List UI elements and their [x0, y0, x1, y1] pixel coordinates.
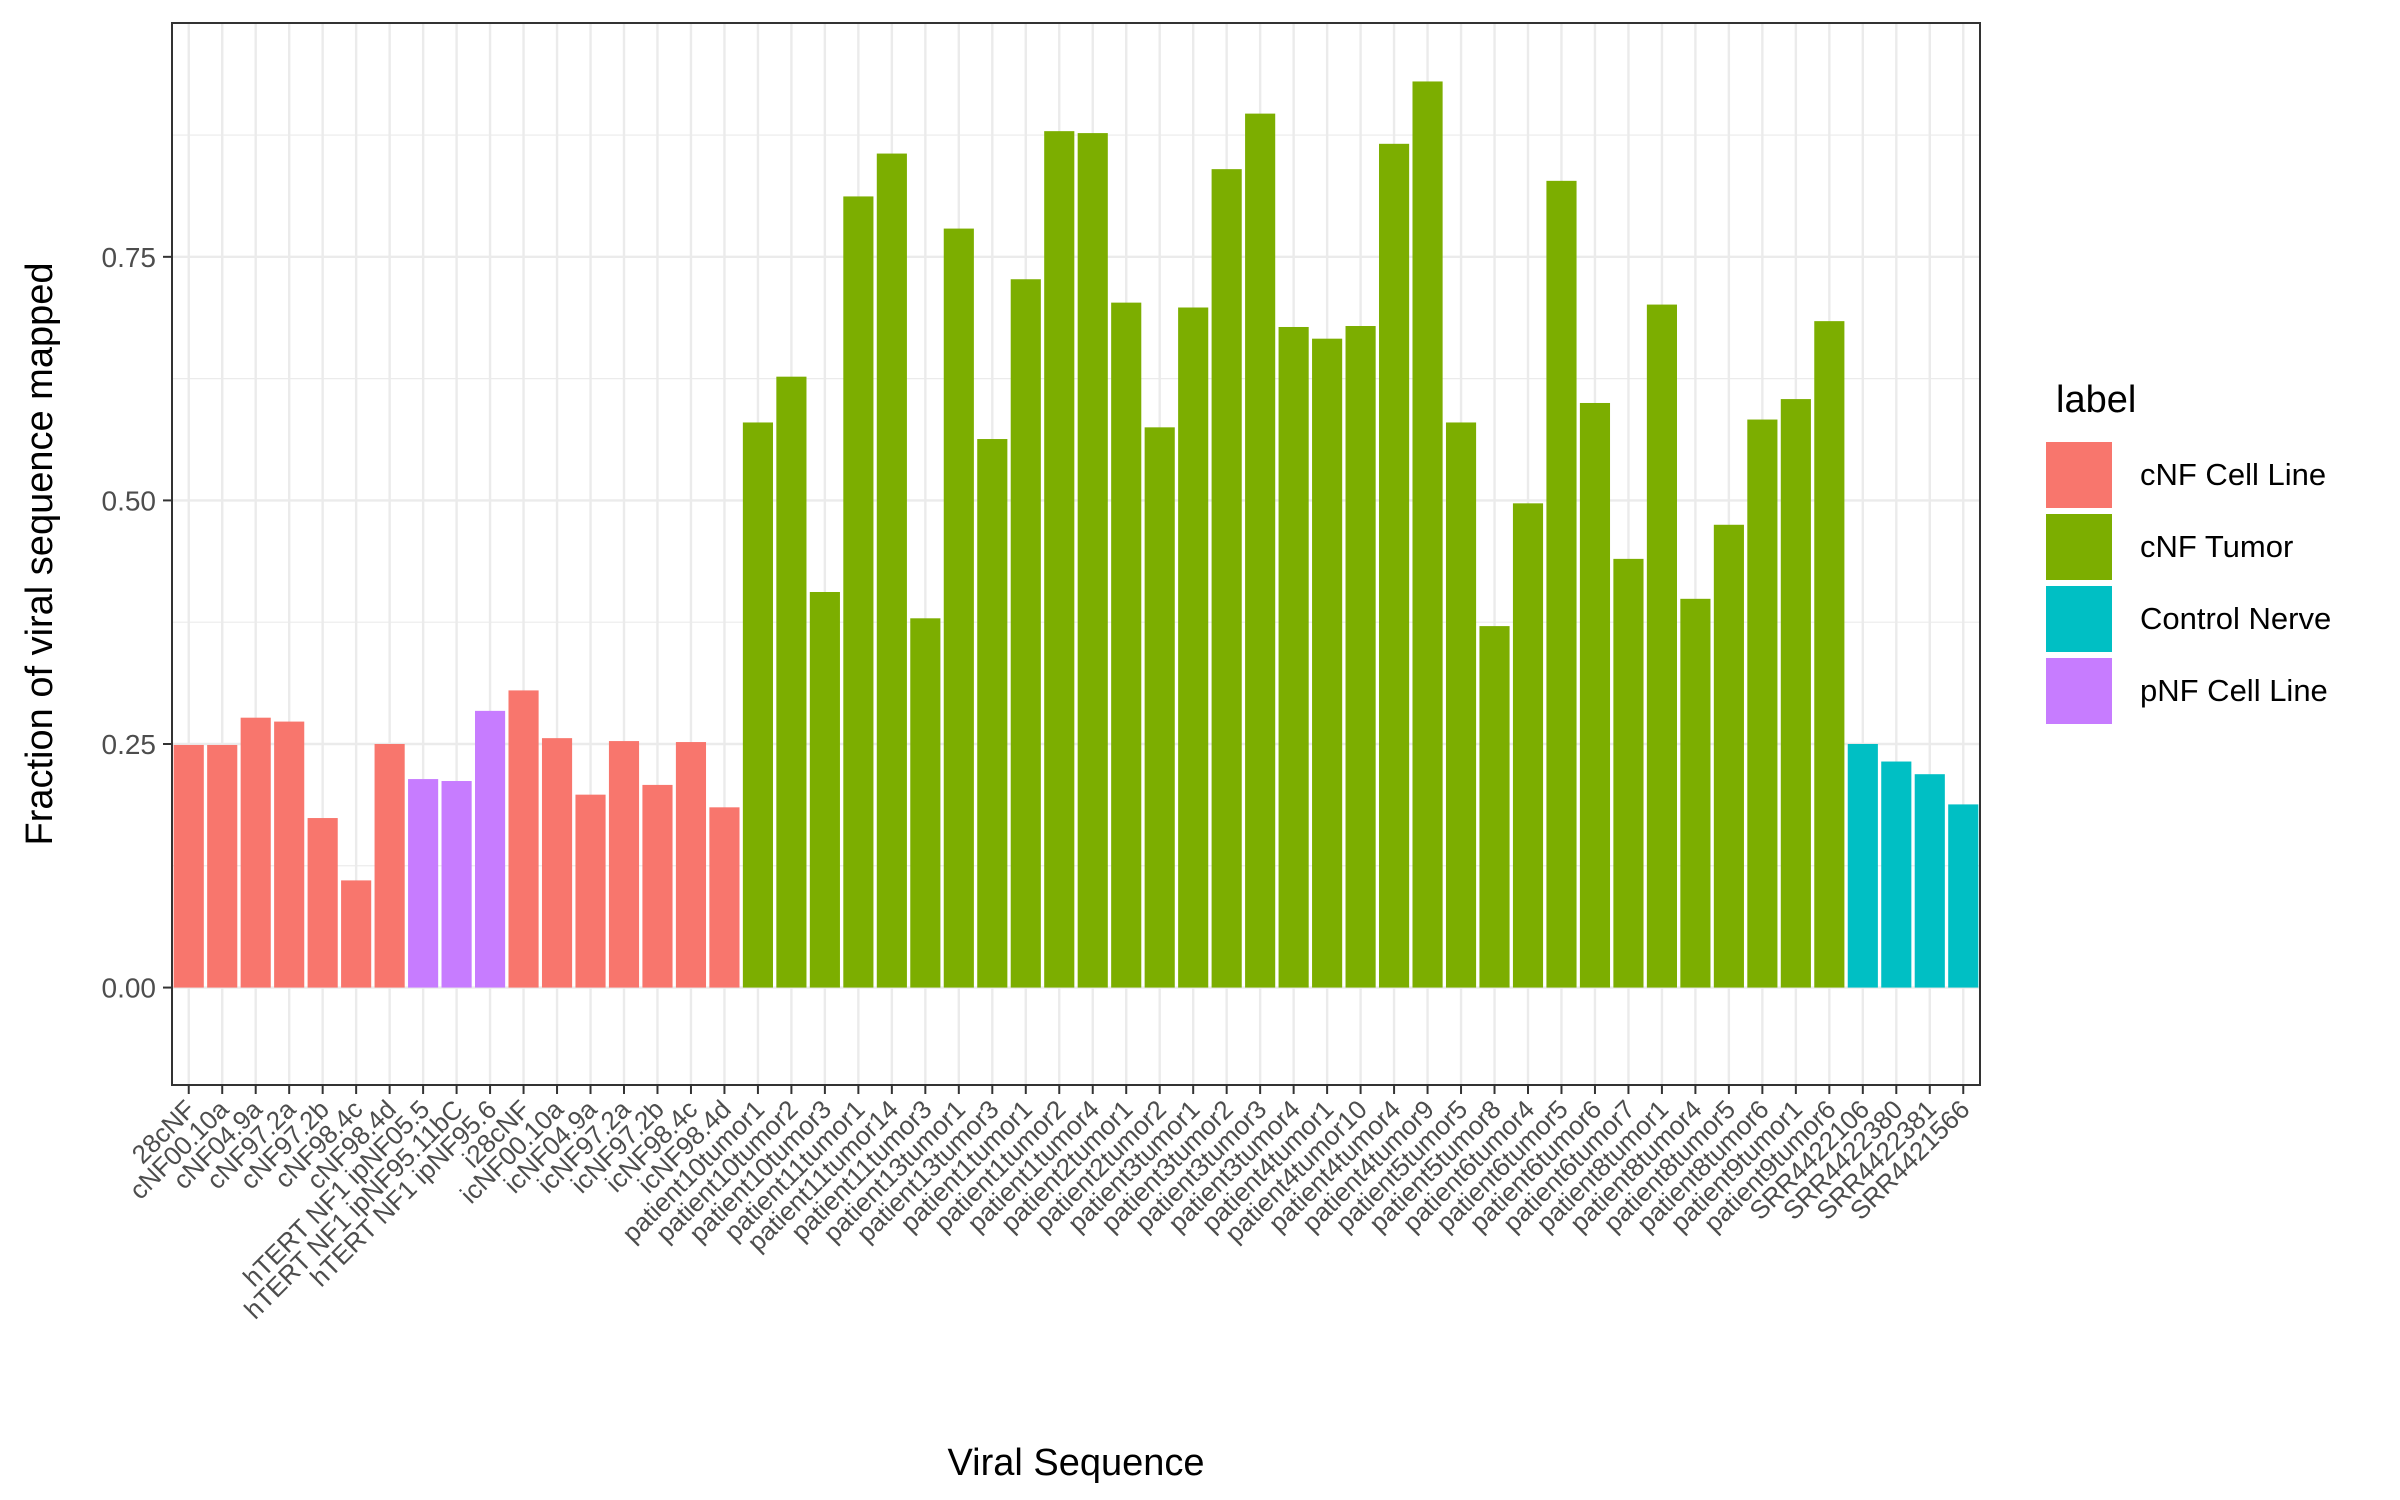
- bars: [173, 81, 1979, 988]
- bar-patient13tumor1: [943, 228, 974, 988]
- bar-srr4421566: [1948, 804, 1979, 988]
- bar-patient3tumor4: [1278, 326, 1309, 988]
- bar-icnf97-2a: [608, 741, 640, 988]
- legend-key: [2046, 514, 2112, 580]
- bar-patient6tumor4: [1512, 503, 1544, 988]
- y-tick-label: 0.50: [102, 485, 157, 516]
- bar-patient11tumor3: [910, 618, 941, 988]
- bar-patient8tumor5: [1713, 524, 1744, 988]
- bar-icnf00-10a: [541, 738, 573, 988]
- bar-cnf04-9a: [240, 717, 271, 988]
- bar-patient4tumor1: [1312, 338, 1343, 988]
- bar-htert-nf1-ipnf95-11bc: [441, 781, 472, 988]
- bar-patient8tumor4: [1680, 598, 1711, 988]
- bar-patient10tumor1: [742, 422, 773, 988]
- bar-icnf97-2b: [642, 784, 673, 988]
- legend-key: [2046, 442, 2112, 508]
- x-axis: 28cNFcNF00.10acNF04.9acNF97.2acNF97.2bcN…: [123, 1085, 1976, 1325]
- bar-patient3tumor1: [1178, 307, 1209, 988]
- bar-patient1tumor2: [1044, 131, 1075, 988]
- bar-icnf98-4d: [709, 807, 740, 988]
- bar-patient6tumor7: [1613, 558, 1644, 988]
- legend-label: pNF Cell Line: [2140, 673, 2328, 708]
- bar-patient6tumor6: [1579, 402, 1611, 988]
- bar-cnf97-2a: [274, 721, 305, 988]
- bar-patient4tumor9: [1412, 81, 1443, 988]
- bar-srr4422106: [1847, 743, 1878, 988]
- bar-patient11tumor1: [843, 196, 874, 988]
- legend: label cNF Cell Line cNF Tumor Control Nerv…: [2046, 379, 2331, 724]
- legend-title: label: [2056, 379, 2136, 421]
- bar-patient6tumor5: [1546, 180, 1577, 988]
- legend-key: [2046, 658, 2112, 724]
- bar-srr4422381: [1914, 774, 1945, 988]
- bar-icnf04-9a: [575, 794, 606, 988]
- y-tick-label: 0.25: [102, 729, 157, 760]
- bar-srr4422380: [1881, 761, 1912, 988]
- bar-patient1tumor1: [1010, 279, 1041, 988]
- bar-patient2tumor2: [1144, 427, 1175, 988]
- bar-patient11tumor14: [876, 153, 907, 988]
- bar-patient8tumor6: [1747, 419, 1778, 988]
- x-axis-title: Viral Sequence: [947, 1442, 1204, 1484]
- bar-patient9tumor1: [1780, 399, 1811, 988]
- bar-cnf97-2b: [307, 818, 338, 988]
- bar-i28cnf: [508, 690, 539, 988]
- bar-cnf98-4c: [341, 880, 372, 988]
- bar-patient4tumor10: [1345, 326, 1376, 988]
- y-tick-label: 0.00: [102, 973, 157, 1004]
- bar-patient3tumor2: [1211, 169, 1242, 988]
- bar-patient9tumor6: [1814, 321, 1845, 988]
- legend-key: [2046, 586, 2112, 652]
- bar-htert-nf1-ipnf05-5: [408, 779, 439, 988]
- bar-patient10tumor2: [776, 376, 807, 988]
- bar-patient2tumor1: [1111, 302, 1142, 988]
- bar-patient8tumor1: [1646, 304, 1677, 988]
- legend-label: cNF Tumor: [2140, 529, 2293, 564]
- panel-border: [171, 22, 1981, 1086]
- bar-patient3tumor3: [1245, 113, 1276, 988]
- y-axis: 0.00 0.25 0.50 0.75: [102, 242, 172, 1004]
- bar-cnf98-4d: [374, 743, 405, 988]
- bar-patient5tumor5: [1445, 422, 1477, 988]
- legend-label: Control Nerve: [2140, 601, 2331, 636]
- y-axis-title: Fraction of viral sequence mapped: [19, 263, 61, 846]
- bar-htert-nf1-ipnf95-6: [475, 710, 506, 988]
- legend-label: cNF Cell Line: [2140, 457, 2326, 492]
- bar-patient10tumor3: [809, 591, 840, 988]
- bar-patient5tumor8: [1479, 626, 1510, 988]
- bar-patient1tumor4: [1077, 133, 1108, 988]
- panel-background: [172, 23, 1980, 1085]
- bar-28cnf: [173, 744, 204, 988]
- bar-patient13tumor3: [977, 439, 1008, 988]
- y-tick-label: 0.75: [102, 242, 157, 273]
- bar-icnf98-4c: [675, 742, 707, 988]
- bar-patient4tumor4: [1379, 143, 1410, 988]
- bar-cnf00-10a: [207, 744, 238, 988]
